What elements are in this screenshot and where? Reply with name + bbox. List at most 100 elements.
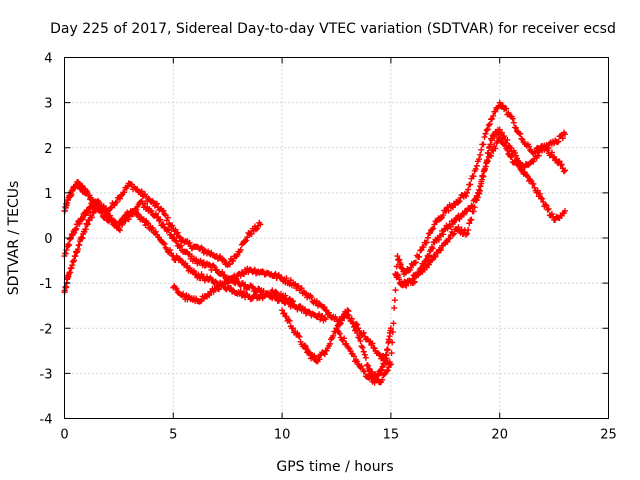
- data-point: [200, 259, 207, 266]
- data-point: [345, 344, 352, 351]
- data-point: [172, 285, 179, 292]
- y-tick-label: -1: [40, 277, 53, 292]
- data-point: [237, 246, 244, 253]
- data-point: [254, 225, 261, 232]
- y-tick-label: 1: [44, 187, 52, 202]
- data-point: [482, 163, 489, 170]
- data-points: [61, 99, 568, 386]
- data-point: [481, 134, 488, 141]
- data-point: [182, 260, 189, 267]
- data-point: [168, 231, 175, 238]
- data-point: [201, 277, 208, 284]
- data-point: [164, 226, 171, 233]
- data-point: [113, 199, 120, 206]
- data-point: [321, 304, 328, 311]
- data-point: [243, 237, 250, 244]
- data-point: [393, 263, 400, 270]
- data-point: [183, 263, 190, 270]
- data-point: [82, 226, 89, 233]
- data-point: [389, 329, 396, 336]
- data-point: [389, 339, 396, 346]
- data-point: [407, 264, 414, 271]
- data-point: [527, 159, 534, 166]
- data-point: [360, 348, 367, 355]
- data-point: [65, 273, 72, 280]
- data-point: [336, 321, 343, 328]
- x-tick-label: 15: [383, 428, 400, 443]
- data-point: [484, 158, 491, 165]
- data-point: [176, 234, 183, 241]
- data-point: [221, 271, 228, 278]
- data-point: [426, 252, 433, 259]
- data-point: [144, 219, 151, 226]
- data-point: [539, 147, 546, 154]
- data-point: [259, 268, 266, 275]
- data-point: [147, 207, 154, 214]
- data-point: [479, 172, 486, 179]
- data-point: [510, 119, 517, 126]
- data-point: [337, 320, 344, 327]
- data-point: [490, 112, 497, 119]
- data-point: [505, 150, 512, 157]
- data-point: [309, 310, 316, 317]
- data-point: [543, 141, 550, 148]
- data-point: [527, 147, 534, 154]
- data-point: [492, 108, 499, 115]
- data-point: [473, 192, 480, 199]
- data-point: [233, 289, 240, 296]
- grid: [64, 57, 609, 419]
- data-point: [251, 291, 258, 298]
- series-arc-3: [61, 198, 329, 324]
- data-point: [487, 141, 494, 148]
- data-point: [509, 115, 516, 122]
- data-point: [356, 334, 363, 341]
- data-point: [121, 189, 128, 196]
- data-point: [412, 259, 419, 266]
- data-point: [502, 142, 509, 149]
- data-point: [437, 215, 444, 222]
- data-point: [534, 187, 541, 194]
- data-point: [164, 214, 171, 221]
- data-point: [553, 156, 560, 163]
- data-point: [313, 298, 320, 305]
- data-point: [560, 129, 567, 136]
- data-point: [160, 239, 167, 246]
- data-point: [444, 238, 451, 245]
- data-point: [384, 346, 391, 353]
- data-point: [296, 333, 303, 340]
- data-point: [460, 211, 467, 218]
- data-point: [345, 308, 352, 315]
- data-point: [71, 253, 78, 260]
- data-point: [476, 156, 483, 163]
- data-point: [544, 206, 551, 213]
- data-point: [486, 152, 493, 159]
- data-point: [233, 275, 240, 282]
- data-point: [200, 295, 207, 302]
- data-point: [518, 135, 525, 142]
- data-point: [416, 253, 423, 260]
- data-point: [371, 345, 378, 352]
- data-point: [272, 288, 279, 295]
- data-point: [429, 245, 436, 252]
- data-point: [330, 332, 337, 339]
- data-point: [392, 287, 399, 294]
- data-point: [368, 368, 375, 375]
- data-point: [190, 267, 197, 274]
- data-point: [221, 257, 228, 264]
- data-point: [560, 210, 567, 217]
- data-point: [167, 247, 174, 254]
- data-point: [341, 314, 348, 321]
- data-point: [122, 218, 129, 225]
- y-tick-label: -3: [40, 367, 53, 382]
- series-arc-7: [392, 126, 568, 289]
- data-point: [363, 361, 370, 368]
- data-point: [244, 265, 251, 272]
- data-point: [361, 368, 368, 375]
- data-point: [276, 296, 283, 303]
- y-tick-label: 4: [44, 52, 52, 67]
- data-point: [362, 354, 369, 361]
- data-point: [465, 186, 472, 193]
- data-point: [386, 361, 393, 368]
- data-point: [266, 270, 273, 277]
- data-point: [382, 351, 389, 358]
